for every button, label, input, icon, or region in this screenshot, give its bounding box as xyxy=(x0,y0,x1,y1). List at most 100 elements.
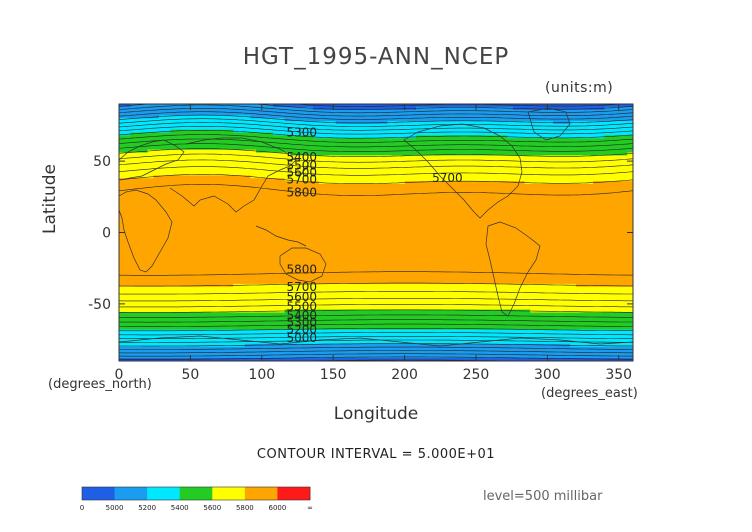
band-cell xyxy=(553,249,560,254)
band-cell xyxy=(410,252,417,256)
band-cell xyxy=(267,226,274,231)
band-cell xyxy=(427,161,434,165)
band-cell xyxy=(370,232,377,236)
band-cell xyxy=(433,229,440,234)
band-cell xyxy=(313,212,320,216)
band-cell xyxy=(490,123,497,128)
band-cell xyxy=(467,235,474,239)
band-cell xyxy=(164,252,171,256)
band-cell xyxy=(473,255,480,259)
band-cell xyxy=(553,186,560,191)
band-cell xyxy=(598,118,606,122)
band-cell xyxy=(581,109,588,114)
band-cell xyxy=(387,172,394,176)
band-cell xyxy=(221,141,229,145)
band-cell xyxy=(490,235,497,239)
band-cell xyxy=(141,143,149,148)
band-cell xyxy=(575,209,583,214)
band-cell xyxy=(558,143,566,148)
band-cell xyxy=(136,221,143,225)
band-cell xyxy=(318,186,326,191)
band-cell xyxy=(170,243,177,248)
band-cell xyxy=(627,112,633,117)
band-cell xyxy=(444,235,451,239)
band-cell xyxy=(570,201,577,205)
band-cell xyxy=(250,221,257,225)
band-cell xyxy=(421,206,428,211)
band-cell xyxy=(553,258,560,262)
band-cell xyxy=(450,252,457,256)
band-cell xyxy=(141,221,149,225)
band-cell xyxy=(353,226,360,231)
band-cell xyxy=(604,115,611,119)
band-cell xyxy=(267,258,274,262)
band-cell xyxy=(176,209,183,214)
band-cell xyxy=(267,158,274,162)
band-cell xyxy=(210,252,217,256)
band-cell xyxy=(130,238,137,242)
band-cell xyxy=(541,241,548,245)
band-cell xyxy=(438,169,446,174)
band-cell xyxy=(353,198,360,202)
contour-interval-label: CONTOUR INTERVAL = 5.000E+01 xyxy=(256,447,496,462)
band-cell xyxy=(313,146,320,151)
band-cell xyxy=(119,243,126,248)
band-cell xyxy=(524,243,531,248)
band-cell xyxy=(158,106,166,111)
band-cell xyxy=(501,132,508,137)
band-cell xyxy=(455,252,463,256)
band-cell xyxy=(524,186,531,191)
band-cell xyxy=(450,235,457,239)
band-cell xyxy=(256,104,263,108)
band-cell xyxy=(513,246,520,251)
band-cell xyxy=(587,175,594,179)
band-cell xyxy=(336,261,343,265)
band-cell xyxy=(130,243,137,248)
band-cell xyxy=(353,243,360,248)
band-cell xyxy=(387,169,394,174)
band-cell xyxy=(410,112,417,117)
band-cell xyxy=(324,178,331,182)
band-cell xyxy=(381,161,389,165)
band-cell xyxy=(170,106,177,111)
band-cell xyxy=(376,178,383,182)
band-cell xyxy=(558,141,566,145)
band-cell xyxy=(267,135,274,139)
band-cell xyxy=(318,143,326,148)
band-cell xyxy=(410,181,417,185)
band-cell xyxy=(473,161,480,165)
band-cell xyxy=(364,238,371,242)
band-cell xyxy=(581,149,588,154)
band-cell xyxy=(410,149,417,154)
band-cell xyxy=(393,132,400,137)
band-cell xyxy=(381,186,389,191)
band-cell xyxy=(530,158,537,162)
band-cell xyxy=(216,183,223,188)
band-cell xyxy=(393,243,400,248)
band-cell xyxy=(558,115,566,119)
band-cell xyxy=(210,218,217,222)
band-cell xyxy=(330,195,337,199)
band-cell xyxy=(124,252,132,256)
band-cell xyxy=(347,206,354,211)
band-cell xyxy=(535,241,543,245)
band-cell xyxy=(187,246,194,251)
band-cell xyxy=(541,135,548,139)
band-cell xyxy=(307,152,314,156)
band-cell xyxy=(438,212,446,216)
band-cell xyxy=(387,146,394,151)
band-cell xyxy=(153,183,160,188)
band-cell xyxy=(198,212,206,216)
band-cell xyxy=(438,258,446,262)
band-cell xyxy=(621,218,628,222)
band-cell xyxy=(547,215,554,219)
band-cell xyxy=(364,135,371,139)
band-cell xyxy=(290,123,297,128)
band-cell xyxy=(484,221,491,225)
band-cell xyxy=(444,129,451,134)
band-cell xyxy=(610,149,617,154)
band-cell xyxy=(181,189,189,194)
band-cell xyxy=(273,246,280,251)
band-cell xyxy=(198,192,206,196)
band-cell xyxy=(558,132,566,137)
